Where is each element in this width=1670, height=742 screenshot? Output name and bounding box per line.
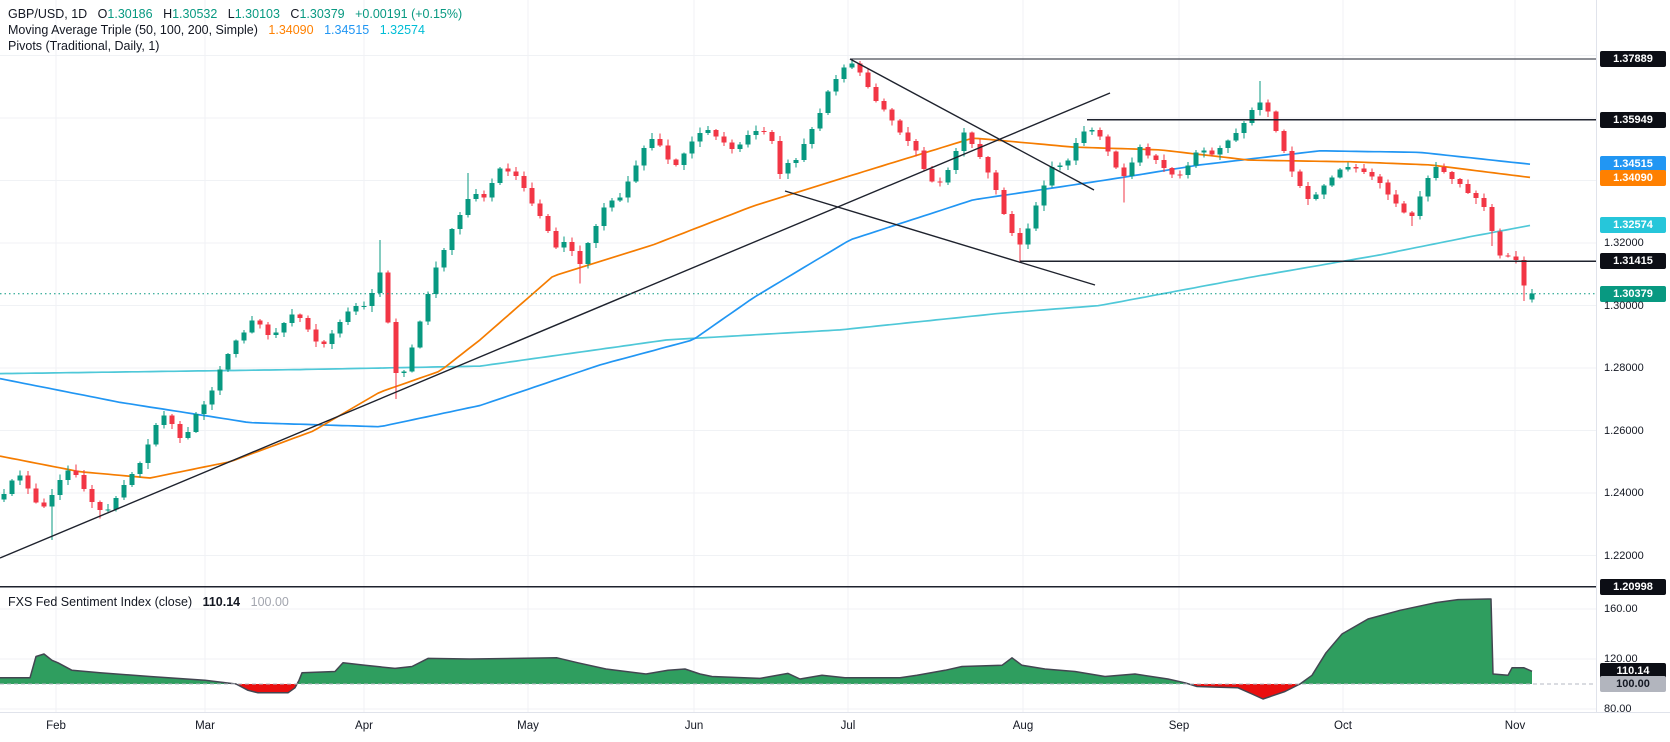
axis-label-160.00: 160.00 (1604, 603, 1638, 615)
axis-badge-110.14: 110.14 (1600, 663, 1666, 680)
indicator-legend-row[interactable]: FXS Fed Sentiment Index (close) 110.14 1… (8, 594, 289, 610)
indicator-value: 110.14 (202, 595, 241, 609)
axis-badge-100.00: 100.00 (1600, 676, 1666, 692)
month-label-apr: Apr (355, 720, 373, 732)
ma-title[interactable]: Moving Average Triple (50, 100, 200, Sim… (8, 23, 258, 37)
axis-badge-1.34515: 1.34515 (1600, 156, 1666, 173)
ohlc-open-value: 1.30186 (107, 7, 153, 21)
chart-legend: GBP/USD, 1D O1.30186 H1.30532 L1.30103 C… (8, 6, 462, 54)
axis-label-1.26000: 1.26000 (1604, 424, 1644, 437)
axis-badge-1.30379: 1.30379 (1600, 285, 1666, 302)
axis-badge-1.35949: 1.35949 (1600, 111, 1666, 128)
ma100-value: 1.34515 (324, 23, 370, 37)
gridlines (0, 0, 1596, 712)
ohlc-close-value: 1.30379 (299, 7, 345, 21)
drawn-trendlines[interactable] (0, 58, 1596, 588)
candlesticks (1, 59, 1535, 540)
month-label-aug: Aug (1012, 720, 1034, 732)
month-label-oct: Oct (1334, 720, 1352, 732)
axis-label-1.32000: 1.32000 (1604, 237, 1644, 249)
ma50-value: 1.34090 (268, 23, 314, 37)
month-label-sep: Sep (1168, 720, 1190, 732)
month-label-jul: Jul (840, 720, 856, 732)
indicator-baseline-value: 100.00 (250, 595, 289, 609)
axis-label-1.22000: 1.22000 (1604, 549, 1644, 562)
axis-badge-1.31415: 1.31415 (1600, 253, 1666, 270)
axis-badge-1.34090: 1.34090 (1600, 169, 1666, 186)
symbol-legend-row[interactable]: GBP/USD, 1D O1.30186 H1.30532 L1.30103 C… (8, 6, 462, 22)
axis-badge-1.32574: 1.32574 (1600, 217, 1666, 234)
ohlc-low-key: L (227, 7, 235, 21)
axis-badge-1.20998: 1.20998 (1600, 578, 1666, 595)
axis-badge-1.37889: 1.37889 (1600, 50, 1666, 67)
month-label-nov: Nov (1504, 720, 1526, 732)
change-value: +0.00191 (+0.15%) (355, 7, 463, 21)
indicator-title[interactable]: FXS Fed Sentiment Index (close) (8, 595, 193, 609)
ohlc-close-key: C (290, 7, 300, 21)
ohlc-high-value: 1.30532 (172, 7, 218, 21)
ma-legend-row[interactable]: Moving Average Triple (50, 100, 200, Sim… (8, 22, 462, 38)
axis-label-1.28000: 1.28000 (1604, 362, 1644, 374)
axis-label-1.24000: 1.24000 (1604, 487, 1644, 499)
ma-50-line[interactable] (0, 137, 1531, 479)
indicator-legend: FXS Fed Sentiment Index (close) 110.14 1… (8, 594, 289, 610)
sentiment-area-chart (0, 598, 1596, 700)
pivots-title[interactable]: Pivots (Traditional, Daily, 1) (8, 39, 160, 53)
month-label-may: May (517, 720, 539, 732)
month-label-feb: Feb (46, 720, 66, 732)
time-scale[interactable]: Feb Mar Apr May Jun Jul Aug Sep Oct Nov (0, 712, 1670, 742)
ma-200-line[interactable] (0, 224, 1531, 375)
pivots-legend-row[interactable]: Pivots (Traditional, Daily, 1) (8, 38, 462, 54)
ma200-value: 1.32574 (379, 23, 425, 37)
month-label-jun: Jun (684, 720, 704, 732)
ohlc-low-value: 1.30103 (234, 7, 280, 21)
price-scale[interactable]: 1.37889 1.35949 1.34515 1.34090 1.32574 1.320… (1596, 0, 1670, 715)
axis-label-1.30000: 1.30000 (1604, 299, 1644, 312)
month-label-mar: Mar (195, 720, 215, 732)
ohlc-open-key: O (97, 7, 108, 21)
symbol-title[interactable]: GBP/USD, 1D (8, 7, 88, 21)
ohlc-high-key: H (163, 7, 173, 21)
axis-label-120.00: 120.00 (1604, 653, 1638, 665)
ma-100-line[interactable] (0, 149, 1531, 428)
